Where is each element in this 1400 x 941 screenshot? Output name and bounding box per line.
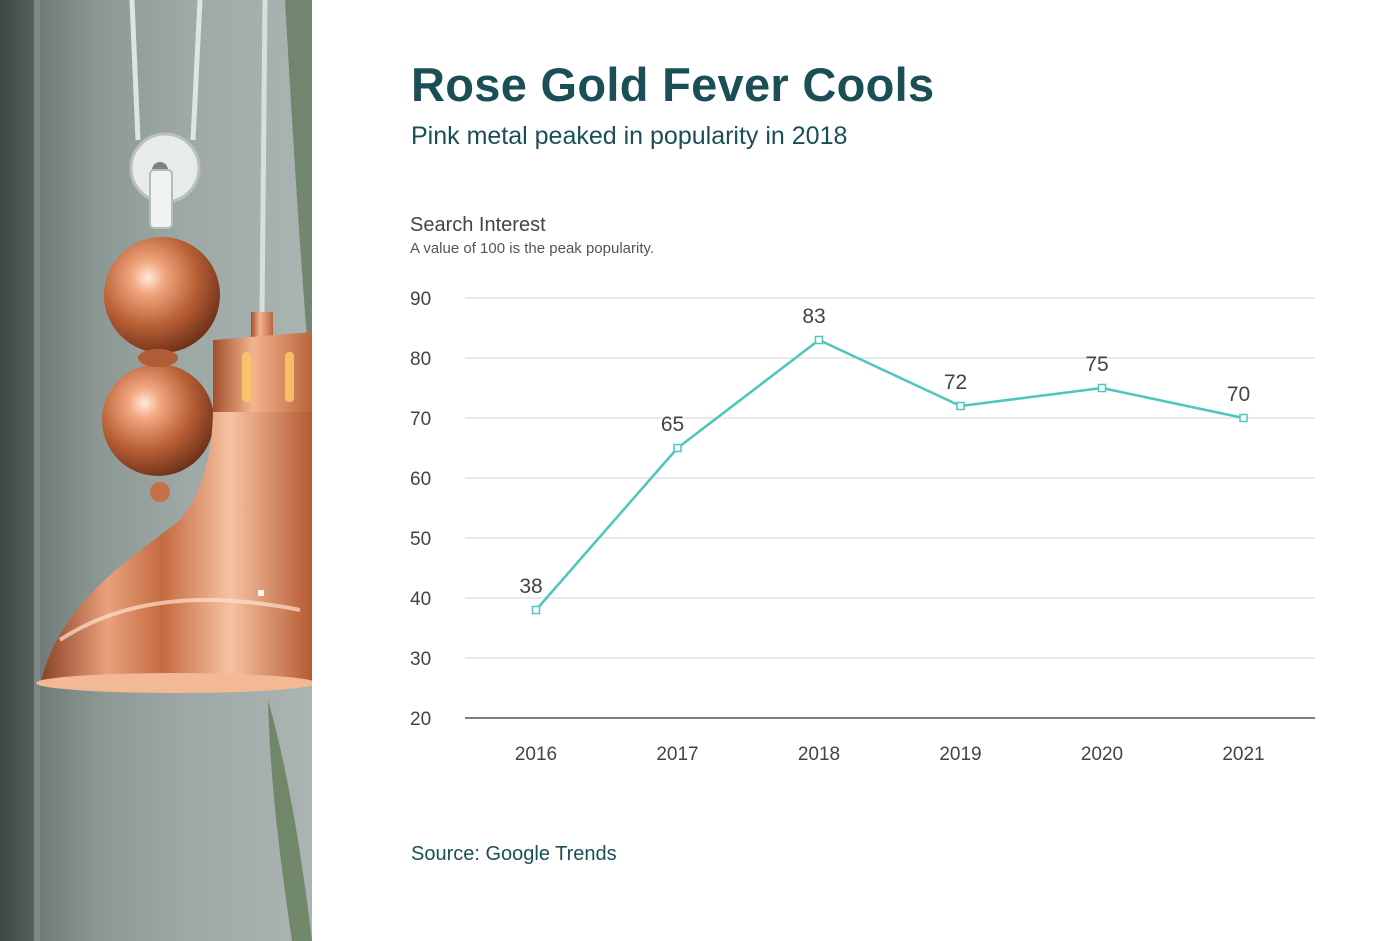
data-point-marker xyxy=(673,443,682,453)
y-tick-label: 80 xyxy=(410,349,431,370)
chart-subtitle: Pink metal peaked in popularity in 2018 xyxy=(411,122,848,150)
x-axis-ticks: 2016 2017 2018 2019 2020 2021 xyxy=(515,744,1265,765)
series-line xyxy=(535,338,1244,611)
y-tick-label: 70 xyxy=(410,409,431,430)
data-labels: 38 65 83 72 75 70 xyxy=(519,305,1250,598)
copper-lamp-photo xyxy=(0,0,312,941)
data-label: 72 xyxy=(944,371,967,394)
x-tick-label: 2018 xyxy=(798,744,840,765)
y-axis-ticks: 20 30 40 50 60 70 80 90 xyxy=(410,289,431,730)
data-point-marker xyxy=(531,605,541,615)
y-axis-title: Search Interest xyxy=(410,214,546,236)
series-markers xyxy=(531,335,1248,615)
data-label: 38 xyxy=(519,575,542,598)
y-tick-label: 30 xyxy=(410,649,431,670)
chart-panel: Rose Gold Fever Cools Pink metal peaked … xyxy=(312,0,1400,941)
x-tick-label: 2017 xyxy=(656,744,698,765)
x-tick-label: 2016 xyxy=(515,744,557,765)
y-tick-label: 40 xyxy=(410,589,431,610)
series-line-group xyxy=(535,338,1244,611)
y-tick-label: 20 xyxy=(410,709,431,730)
y-tick-label: 90 xyxy=(410,289,431,310)
data-point-marker xyxy=(1239,413,1248,423)
data-point-marker xyxy=(956,401,965,411)
data-label: 65 xyxy=(661,413,684,436)
data-point-marker xyxy=(814,335,824,345)
y-tick-label: 60 xyxy=(410,469,431,490)
data-label: 70 xyxy=(1227,383,1250,406)
grid-lines xyxy=(465,297,1315,719)
chart-title: Rose Gold Fever Cools xyxy=(411,58,935,111)
y-tick-label: 50 xyxy=(410,529,431,550)
copper-lamp-illustration xyxy=(0,0,312,941)
data-label: 75 xyxy=(1085,353,1108,376)
y-axis-note: A value of 100 is the peak popularity. xyxy=(410,240,654,257)
line-chart: Search Interest A value of 100 is the pe… xyxy=(410,214,1315,765)
data-label: 83 xyxy=(802,305,825,328)
data-point-marker xyxy=(1097,383,1107,393)
x-tick-label: 2019 xyxy=(939,744,981,765)
x-tick-label: 2020 xyxy=(1081,744,1123,765)
source-note: Source: Google Trends xyxy=(411,843,617,865)
x-tick-label: 2021 xyxy=(1222,744,1264,765)
